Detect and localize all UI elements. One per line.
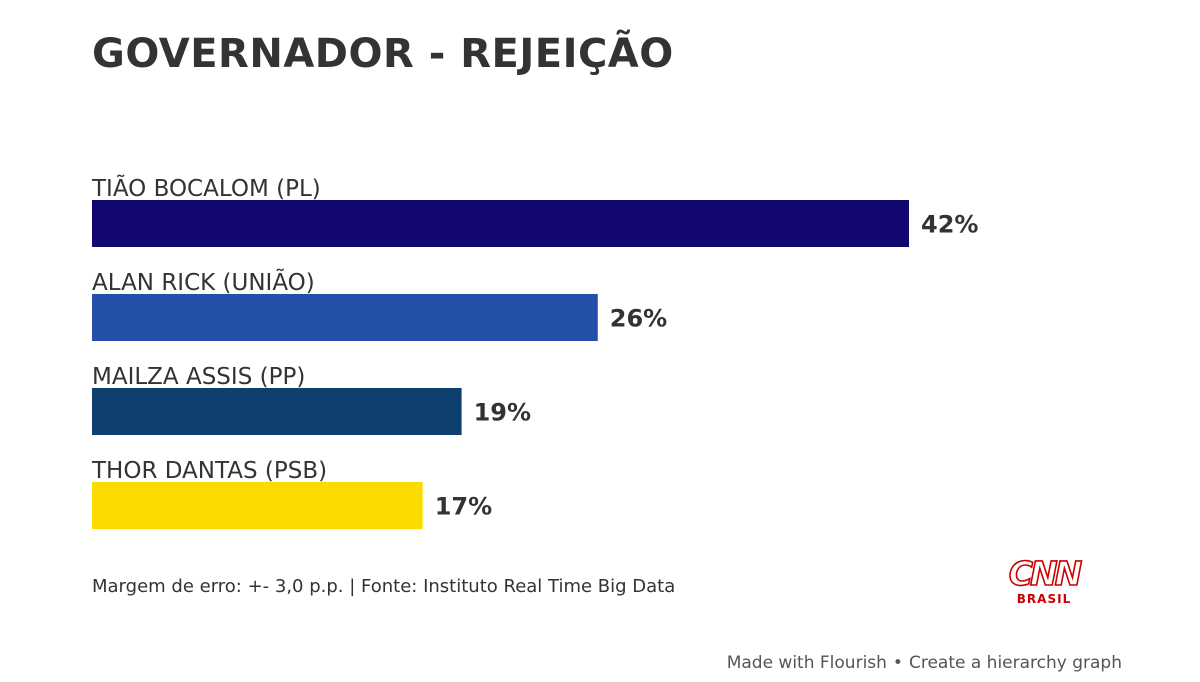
cnn-brasil-logo: CNN BRASIL [1004, 554, 1084, 606]
value-label: 26% [610, 305, 667, 333]
category-label: MAILZA ASSIS (PP) [92, 364, 305, 390]
flourish-credit[interactable]: Made with Flourish • Create a hierarchy gr… [727, 653, 1122, 673]
value-label: 19% [474, 399, 531, 427]
create-hierarchy-graph-link[interactable]: Create a hierarchy graph [908, 653, 1122, 673]
chart-footnote: Margem de erro: +- 3,0 p.p. | Fonte: Ins… [92, 576, 676, 597]
bar[interactable] [92, 388, 462, 435]
logo-sub-text: BRASIL [1016, 592, 1072, 606]
category-label: TIÃO BOCALOM (PL) [91, 174, 321, 202]
made-with-flourish-link[interactable]: Made with Flourish [726, 653, 887, 673]
value-label: 17% [435, 493, 492, 521]
bar[interactable] [92, 482, 423, 529]
value-label: 42% [921, 211, 978, 239]
credit-separator: • [892, 653, 903, 673]
bar[interactable] [92, 294, 598, 341]
category-label: THOR DANTAS (PSB) [91, 458, 327, 484]
bar-chart: TIÃO BOCALOM (PL) 42% ALAN RICK (UNIÃO) 26%… [91, 174, 978, 529]
logo-main-text: CNN [1008, 554, 1083, 593]
chart-title: GOVERNADOR - REJEIÇÃO [92, 31, 674, 77]
category-label: ALAN RICK (UNIÃO) [92, 268, 315, 296]
bar[interactable] [92, 200, 909, 247]
